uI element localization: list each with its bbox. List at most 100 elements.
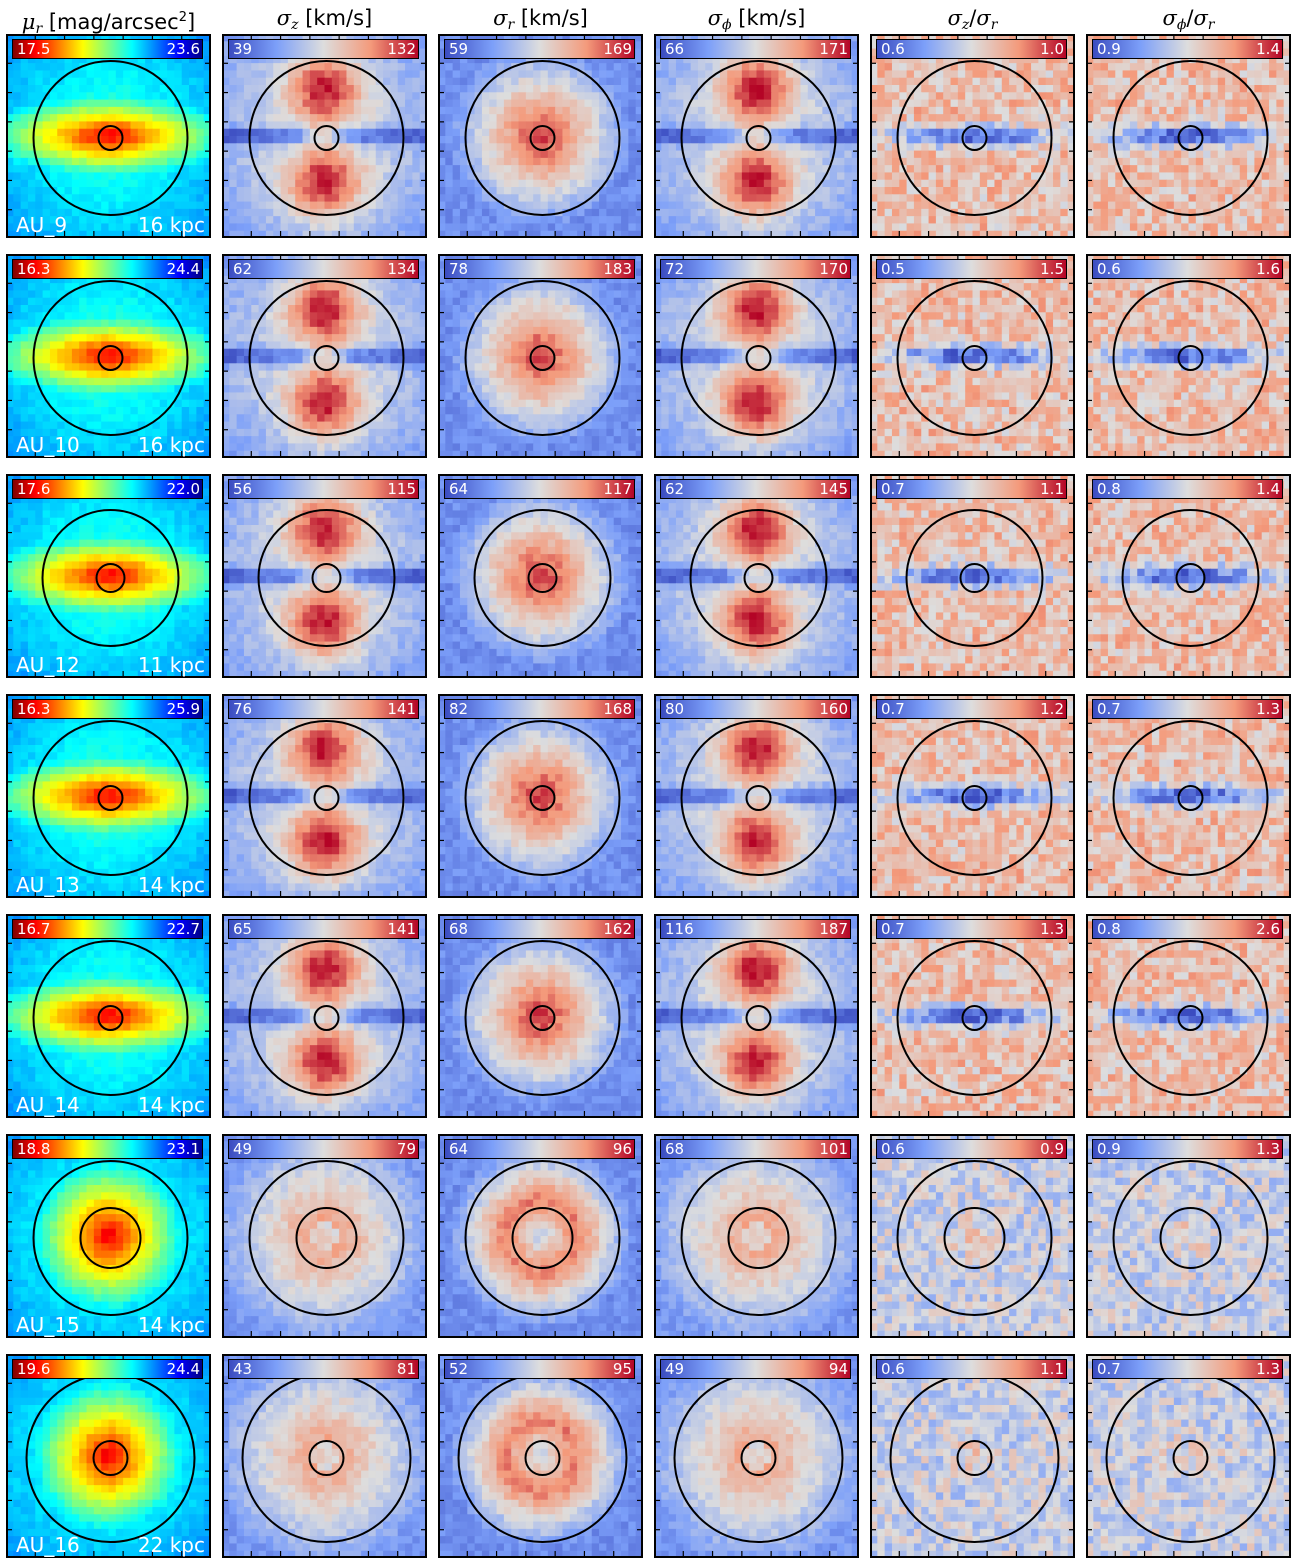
colorbar-min-label: 0.7 (881, 919, 905, 939)
colorbar-min-label: 16.7 (17, 919, 50, 939)
heatmap-image (1086, 474, 1291, 678)
colorbar-min-label: 0.9 (1097, 39, 1121, 59)
colorbar-min-label: 59 (449, 39, 468, 59)
colorbar-max-label: 1.4 (1256, 479, 1280, 499)
heatmap-image (438, 254, 643, 458)
map-panel-au_15-ratio_zr: 0.6 0.9 (870, 1134, 1075, 1338)
colorbar-max-label: 1.2 (1040, 699, 1064, 719)
colorbar-max-label: 1.0 (1040, 39, 1064, 59)
colorbar-min-label: 0.6 (881, 1139, 905, 1159)
column-header-sig_r: σr [km/s] (438, 0, 643, 34)
column-header-ratio_zr: σz/σr (870, 0, 1075, 34)
map-panel-au_10-sig_z: 62 134 (222, 254, 427, 458)
colorbar-max-label: 95 (613, 1359, 632, 1379)
colorbar-max-label: 1.1 (1040, 1359, 1064, 1379)
colorbar (228, 1359, 419, 1379)
scale-label: 22 kpc (138, 1533, 205, 1557)
colorbar-min-label: 18.8 (17, 1139, 50, 1159)
heatmap-image (870, 34, 1075, 238)
heatmap-image (1086, 254, 1291, 458)
colorbar-min-label: 19.6 (17, 1359, 50, 1379)
heatmap-image (654, 254, 859, 458)
heatmap-image (870, 1134, 1075, 1338)
colorbar-min-label: 0.7 (1097, 699, 1121, 719)
heatmap-image (1086, 914, 1291, 1118)
heatmap-image (6, 914, 211, 1118)
colorbar (444, 1359, 635, 1379)
colorbar-min-label: 16.3 (17, 699, 50, 719)
heatmap-image (222, 474, 427, 678)
map-panel-au_9-ratio_phir: 0.9 1.4 (1086, 34, 1291, 238)
colorbar-max-label: 1.4 (1256, 39, 1280, 59)
colorbar-max-label: 134 (387, 259, 416, 279)
colorbar-max-label: 1.1 (1040, 479, 1064, 499)
scale-label: 14 kpc (138, 1093, 205, 1117)
heatmap-image (870, 914, 1075, 1118)
colorbar-min-label: 76 (233, 699, 252, 719)
colorbar-min-label: 82 (449, 699, 468, 719)
colorbar-min-label: 39 (233, 39, 252, 59)
colorbar-min-label: 0.8 (1097, 479, 1121, 499)
heatmap-image (654, 474, 859, 678)
colorbar-max-label: 23.6 (167, 39, 200, 59)
column-header-mu_r: μr [mag/arcsec2] (6, 0, 211, 34)
colorbar-min-label: 66 (665, 39, 684, 59)
colorbar-max-label: 187 (819, 919, 848, 939)
heatmap-image (222, 914, 427, 1118)
colorbar-max-label: 160 (819, 699, 848, 719)
map-panel-au_16-ratio_zr: 0.6 1.1 (870, 1354, 1075, 1558)
galaxy-name-label: AU_15 (16, 1313, 80, 1337)
heatmap-image (1086, 1354, 1291, 1558)
scale-label: 16 kpc (138, 433, 205, 457)
heatmap-image (870, 694, 1075, 898)
colorbar-max-label: 171 (819, 39, 848, 59)
colorbar-max-label: 0.9 (1040, 1139, 1064, 1159)
colorbar-max-label: 132 (387, 39, 416, 59)
colorbar-min-label: 0.6 (881, 1359, 905, 1379)
heatmap-image (654, 1134, 859, 1338)
colorbar-max-label: 79 (397, 1139, 416, 1159)
colorbar-min-label: 0.5 (881, 259, 905, 279)
colorbar-max-label: 22.0 (167, 479, 200, 499)
colorbar-max-label: 169 (603, 39, 632, 59)
colorbar-max-label: 94 (829, 1359, 848, 1379)
map-panel-au_9-sig_r: 59 169 (438, 34, 643, 238)
colorbar-min-label: 64 (449, 479, 468, 499)
map-panel-au_14-ratio_zr: 0.7 1.3 (870, 914, 1075, 1118)
colorbar-max-label: 25.9 (167, 699, 200, 719)
heatmap-image (654, 914, 859, 1118)
colorbar-max-label: 96 (613, 1139, 632, 1159)
heatmap-image (438, 1354, 643, 1558)
colorbar-max-label: 1.3 (1256, 1139, 1280, 1159)
colorbar (660, 1359, 851, 1379)
heatmap-image (6, 694, 211, 898)
heatmap-image (222, 34, 427, 238)
colorbar-min-label: 0.7 (1097, 1359, 1121, 1379)
colorbar-min-label: 78 (449, 259, 468, 279)
heatmap-image (870, 1354, 1075, 1558)
heatmap-image (438, 914, 643, 1118)
scale-label: 11 kpc (138, 653, 205, 677)
colorbar-min-label: 62 (233, 259, 252, 279)
galaxy-name-label: AU_10 (16, 433, 80, 457)
galaxy-name-label: AU_14 (16, 1093, 80, 1117)
colorbar-max-label: 1.3 (1040, 919, 1064, 939)
colorbar-max-label: 24.4 (167, 259, 200, 279)
